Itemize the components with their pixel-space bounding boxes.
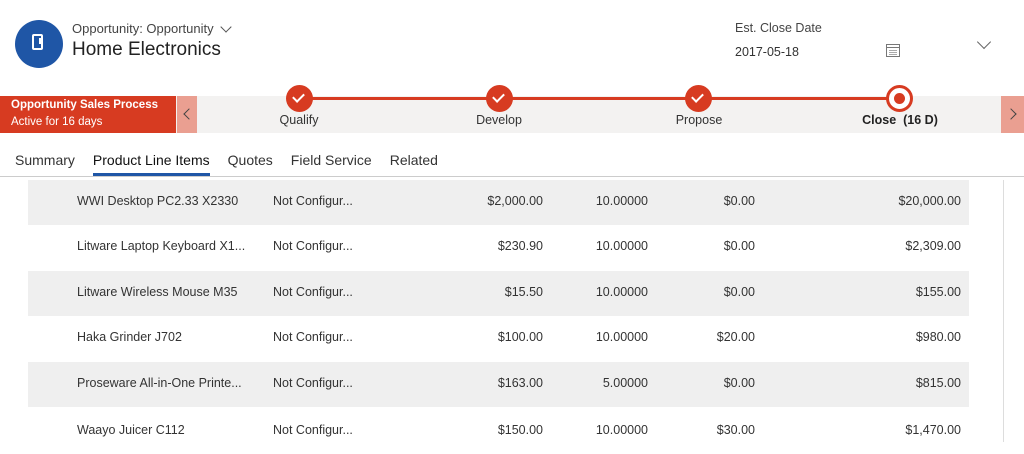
price-per-unit: $100.00 [497, 330, 543, 344]
process-flyout-button[interactable]: Opportunity Sales Process Active for 16 … [0, 96, 176, 133]
manual-discount: $0.00 [723, 285, 755, 299]
extended-amount: $815.00 [915, 376, 961, 390]
product-name: Proseware All-in-One Printe... [77, 376, 242, 390]
manual-discount: $30.00 [716, 423, 755, 437]
table-row[interactable]: Litware Laptop Keyboard X1... Not Config… [28, 225, 969, 270]
est-close-date-label: Est. Close Date [735, 21, 822, 35]
expand-chevron-icon[interactable] [976, 34, 992, 50]
stage-develop[interactable]: Develop [476, 113, 522, 127]
product-name: WWI Desktop PC2.33 X2330 [77, 194, 239, 208]
stage-develop-check-icon[interactable] [486, 85, 513, 112]
manual-discount: $0.00 [723, 194, 755, 208]
extended-amount: $20,000.00 [898, 194, 961, 208]
extended-amount: $980.00 [915, 330, 961, 344]
product-properties: Not Configur... [273, 239, 353, 253]
process-name: Opportunity Sales Process [11, 99, 158, 111]
stage-next-button[interactable] [1001, 96, 1024, 133]
tab-quotes[interactable]: Quotes [227, 152, 273, 168]
product-name: Litware Wireless Mouse M35 [77, 285, 238, 299]
process-duration: Active for 16 days [11, 116, 103, 128]
table-row[interactable]: Proseware All-in-One Printe... Not Confi… [28, 362, 969, 407]
entity-type-label: Opportunity: Opportunity [72, 21, 214, 36]
chevron-left-icon [183, 108, 195, 120]
quantity: 10.00000 [595, 285, 648, 299]
scrollbar[interactable] [1003, 180, 1004, 442]
product-properties: Not Configur... [273, 330, 353, 344]
extended-amount: $155.00 [915, 285, 961, 299]
tab-bar: Summary Product Line Items Quotes Field … [15, 152, 456, 176]
chevron-down-icon [219, 20, 232, 33]
est-close-date-value[interactable]: 2017-05-18 [735, 45, 799, 59]
table-row[interactable]: WWI Desktop PC2.33 X2330 Not Configur...… [28, 180, 969, 225]
table-row[interactable]: Litware Wireless Mouse M35 Not Configur.… [28, 271, 969, 316]
manual-discount: $0.00 [723, 239, 755, 253]
tab-field-service[interactable]: Field Service [290, 152, 372, 168]
stage-qualify[interactable]: Qualify [279, 113, 319, 127]
stage-progress-line [300, 97, 900, 100]
manual-discount: $20.00 [716, 330, 755, 344]
quantity: 10.00000 [595, 239, 648, 253]
product-name: Waayo Juicer C112 [77, 423, 185, 437]
quantity: 10.00000 [595, 330, 648, 344]
price-per-unit: $15.50 [504, 285, 543, 299]
price-per-unit: $230.90 [497, 239, 543, 253]
stage-qualify-check-icon[interactable] [286, 85, 313, 112]
manual-discount: $0.00 [723, 376, 755, 390]
quantity: 10.00000 [595, 194, 648, 208]
product-properties: Not Configur... [273, 194, 353, 208]
table-row[interactable]: Waayo Juicer C112 Not Configur... $150.0… [28, 409, 969, 454]
product-name: Haka Grinder J702 [77, 330, 182, 344]
price-per-unit: $163.00 [497, 376, 543, 390]
stage-close-active-icon[interactable] [886, 85, 913, 112]
stage-close[interactable]: Close (16 D) [862, 113, 938, 127]
tab-summary[interactable]: Summary [15, 152, 75, 168]
extended-amount: $2,309.00 [905, 239, 961, 253]
price-per-unit: $2,000.00 [487, 194, 543, 208]
extended-amount: $1,470.00 [905, 423, 961, 437]
chevron-right-icon [1005, 108, 1017, 120]
stage-propose-check-icon[interactable] [685, 85, 712, 112]
calendar-icon[interactable] [886, 44, 900, 57]
product-properties: Not Configur... [273, 423, 353, 437]
tab-product-line-items[interactable]: Product Line Items [92, 152, 210, 176]
price-per-unit: $150.00 [497, 423, 543, 437]
record-title: Home Electronics [72, 39, 221, 60]
stage-prev-button[interactable] [177, 96, 197, 133]
quantity: 10.00000 [595, 423, 648, 437]
stage-propose[interactable]: Propose [675, 113, 723, 127]
product-properties: Not Configur... [273, 285, 353, 299]
product-name: Litware Laptop Keyboard X1... [77, 239, 246, 253]
entity-type-selector[interactable]: Opportunity: Opportunity [72, 20, 232, 36]
tab-divider [0, 176, 1024, 177]
table-row[interactable]: Haka Grinder J702 Not Configur... $100.0… [28, 316, 969, 361]
quantity: 5.00000 [602, 376, 648, 390]
opportunity-icon [15, 20, 63, 68]
product-properties: Not Configur... [273, 376, 353, 390]
tab-related[interactable]: Related [389, 152, 438, 168]
